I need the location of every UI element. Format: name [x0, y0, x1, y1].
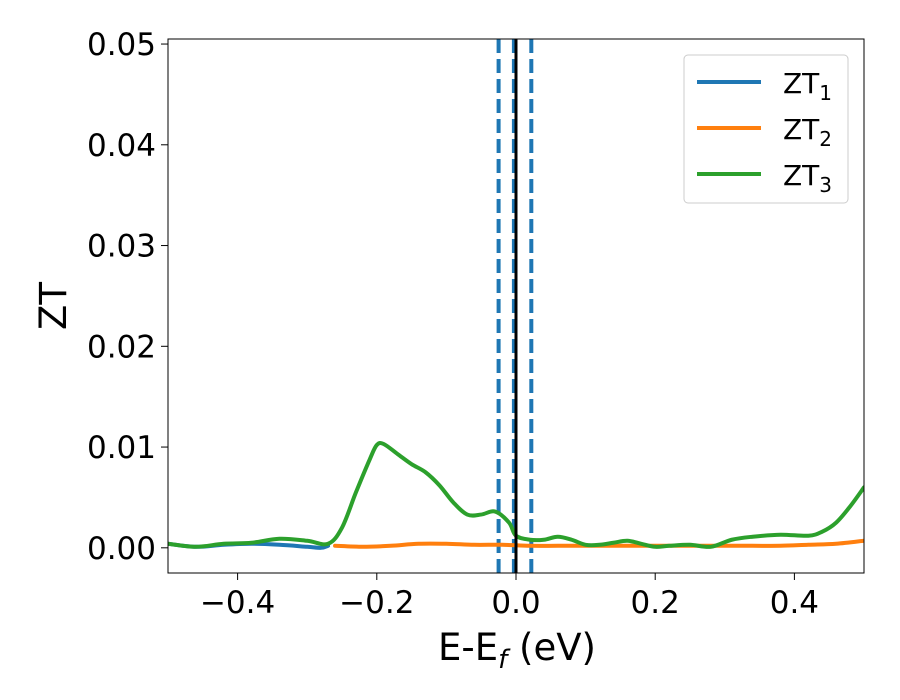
- y-tick-label: 0.00: [87, 531, 156, 567]
- series-lines: [168, 39, 864, 573]
- legend-label-zt1: ZT1: [783, 67, 832, 105]
- legend-box: [683, 54, 849, 204]
- x-axis-label: E-Ef (eV): [438, 626, 596, 675]
- y-tick-label: 0.02: [87, 329, 156, 365]
- y-tick-label: 0.03: [87, 229, 156, 265]
- x-tick-label: 0.4: [770, 585, 819, 621]
- y-axis: 0.00 0.01 0.02 0.03 0.04 0.05: [87, 27, 168, 567]
- y-tick-label: 0.01: [87, 430, 156, 466]
- x-axis-label-unit: (eV): [507, 626, 596, 669]
- legend-label-zt2: ZT2: [783, 113, 832, 151]
- legend: ZT1 ZT2 ZT3: [683, 54, 849, 204]
- y-axis-label: ZT: [32, 282, 75, 330]
- x-axis-label-main: E-E: [438, 626, 498, 669]
- y-tick-label: 0.05: [87, 27, 156, 63]
- legend-label-zt3: ZT3: [783, 159, 832, 197]
- x-tick-label: 0.0: [491, 585, 540, 621]
- x-tick-label: 0.2: [631, 585, 680, 621]
- x-tick-label: −0.2: [339, 585, 414, 621]
- x-tick-label: −0.4: [200, 585, 275, 621]
- x-axis: −0.4 −0.2 0.0 0.2 0.4: [200, 573, 819, 621]
- y-tick-label: 0.04: [87, 128, 156, 164]
